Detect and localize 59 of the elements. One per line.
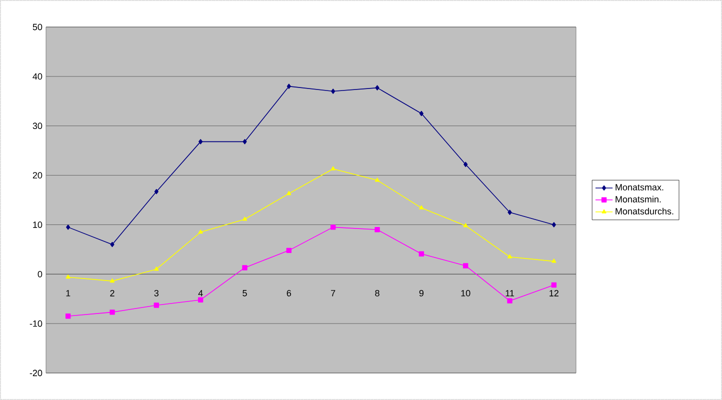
point bbox=[110, 278, 115, 283]
point bbox=[419, 110, 424, 116]
point bbox=[330, 224, 336, 230]
x-tick-label: 5 bbox=[242, 290, 247, 296]
point bbox=[374, 178, 380, 182]
point bbox=[418, 251, 424, 256]
x-tick-label: 1 bbox=[66, 290, 70, 296]
point bbox=[462, 263, 468, 268]
legend-label: Monatsmax. bbox=[616, 184, 664, 190]
point bbox=[66, 224, 70, 230]
x-tick-label: 6 bbox=[286, 290, 292, 296]
point bbox=[552, 222, 556, 228]
point bbox=[551, 282, 557, 288]
y-tick-label: 0 bbox=[38, 270, 42, 278]
point bbox=[286, 84, 291, 89]
legend-label: Monatsdurchs. bbox=[616, 208, 674, 214]
x-tick-label: 8 bbox=[375, 290, 380, 296]
y-tick-label: 40 bbox=[32, 73, 42, 80]
point bbox=[198, 297, 204, 302]
y-tick-label: -10 bbox=[30, 320, 42, 327]
y-tick-label: 50 bbox=[32, 24, 42, 30]
y-tick-label: 30 bbox=[32, 122, 42, 130]
point bbox=[242, 139, 247, 144]
point bbox=[464, 162, 468, 168]
x-tick-label: 11 bbox=[506, 290, 514, 296]
x-tick-label: 12 bbox=[550, 290, 558, 296]
x-tick-label: 9 bbox=[419, 290, 424, 296]
point bbox=[330, 166, 336, 170]
point bbox=[507, 254, 512, 258]
point bbox=[198, 230, 203, 234]
point bbox=[508, 210, 512, 215]
point bbox=[154, 302, 160, 308]
x-tick-label: 7 bbox=[331, 290, 336, 296]
point bbox=[242, 216, 248, 221]
point bbox=[374, 227, 380, 232]
point bbox=[419, 205, 424, 210]
point bbox=[552, 258, 556, 263]
y-tick-label: 10 bbox=[33, 222, 42, 228]
point bbox=[507, 298, 512, 304]
legend-label: Monatsmin. bbox=[616, 196, 661, 202]
point bbox=[154, 189, 158, 194]
x-tick-label: 2 bbox=[110, 290, 114, 296]
point bbox=[286, 248, 292, 254]
point bbox=[286, 190, 292, 196]
y-tick-label: -20 bbox=[30, 370, 42, 376]
point bbox=[375, 85, 380, 90]
point bbox=[66, 274, 70, 279]
point bbox=[242, 265, 248, 270]
point bbox=[110, 242, 114, 248]
point bbox=[154, 266, 159, 271]
y-tick-label: 20 bbox=[32, 172, 42, 178]
point bbox=[331, 88, 336, 94]
point bbox=[198, 139, 203, 144]
x-tick-label: 4 bbox=[198, 290, 203, 296]
point bbox=[463, 223, 468, 228]
point bbox=[110, 310, 115, 315]
point bbox=[65, 314, 71, 319]
x-tick-label: 10 bbox=[461, 290, 470, 296]
x-tick-label: 3 bbox=[154, 290, 159, 296]
